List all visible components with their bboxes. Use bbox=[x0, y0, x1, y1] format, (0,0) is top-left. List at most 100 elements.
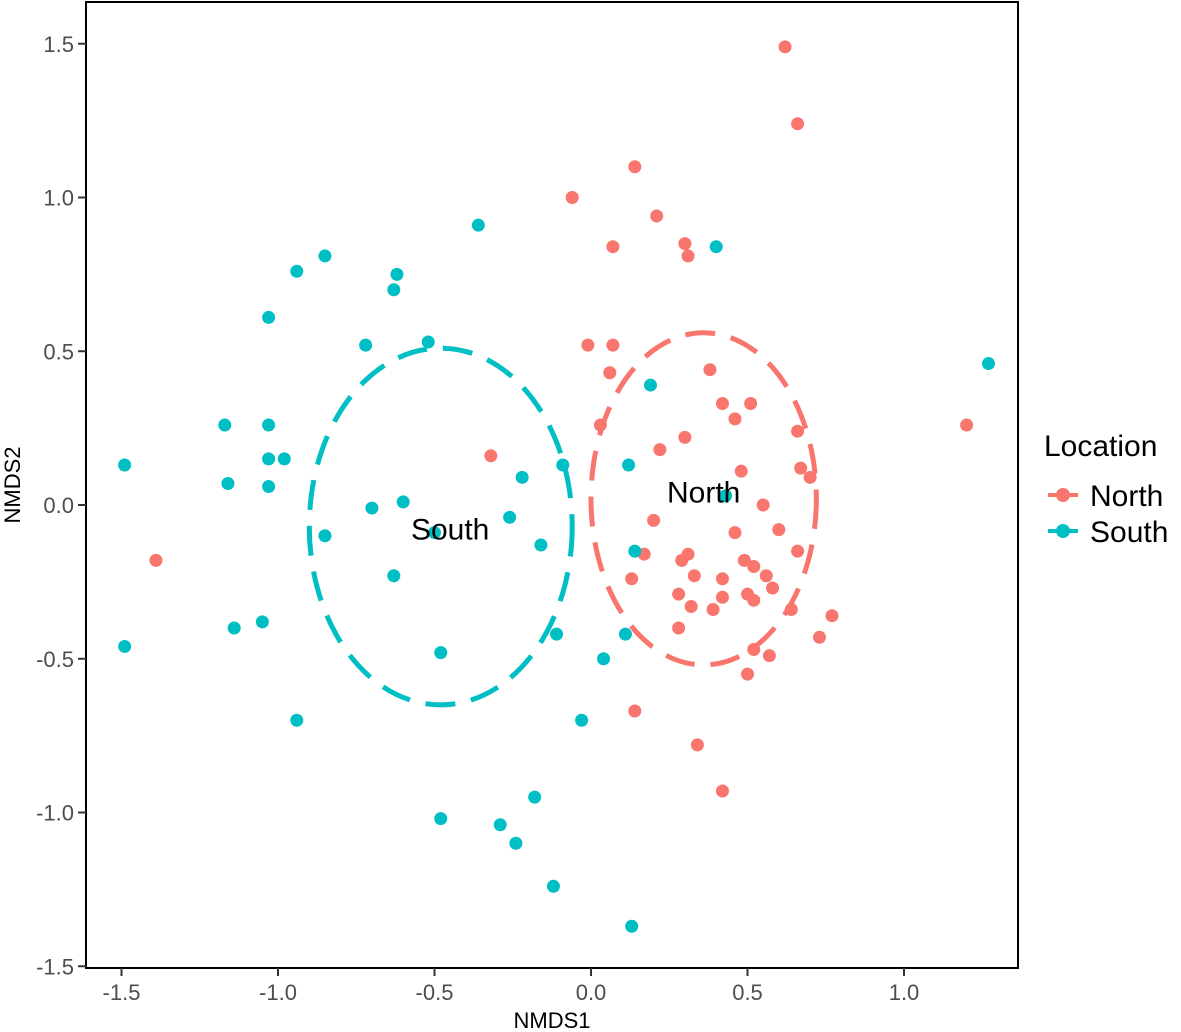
data-point-north bbox=[706, 603, 720, 617]
data-point-north bbox=[681, 249, 695, 263]
data-point-north bbox=[715, 397, 729, 411]
y-axis: -1.5 -1.0 -0.5 0.0 0.5 1.0 1.5 bbox=[36, 32, 86, 979]
group-labels-layer: North South bbox=[411, 477, 740, 547]
data-point-south bbox=[218, 418, 232, 432]
data-point-south bbox=[262, 310, 276, 324]
data-point-south bbox=[534, 538, 548, 552]
data-point-south bbox=[618, 627, 632, 641]
data-point-south bbox=[221, 476, 235, 490]
y-tick-label: 1.5 bbox=[43, 32, 74, 57]
data-point-south bbox=[227, 621, 241, 635]
data-point-north bbox=[794, 461, 808, 475]
data-point-north bbox=[960, 418, 974, 432]
data-point-south bbox=[982, 357, 996, 371]
data-point-north bbox=[625, 572, 639, 586]
data-point-north bbox=[772, 523, 786, 537]
data-point-south bbox=[434, 812, 448, 826]
data-point-north bbox=[747, 560, 761, 573]
data-point-south bbox=[262, 452, 276, 466]
group-label-south: South bbox=[411, 514, 489, 547]
data-point-south bbox=[556, 458, 570, 472]
legend-title: Location bbox=[1044, 430, 1157, 463]
data-point-north bbox=[734, 464, 748, 478]
data-point-north bbox=[484, 449, 498, 463]
data-point-south bbox=[471, 218, 485, 232]
data-point-north bbox=[628, 704, 642, 718]
data-point-north bbox=[715, 572, 729, 586]
data-point-north bbox=[728, 526, 742, 540]
data-point-south bbox=[290, 713, 304, 727]
data-point-north bbox=[715, 590, 729, 604]
data-point-north bbox=[741, 667, 754, 681]
data-point-north bbox=[744, 397, 758, 411]
data-point-north bbox=[703, 363, 717, 377]
data-point-south bbox=[118, 639, 132, 653]
data-point-north bbox=[628, 160, 642, 174]
data-point-north bbox=[581, 338, 595, 352]
data-point-south bbox=[428, 526, 441, 540]
data-point-north bbox=[803, 470, 817, 484]
x-tick-label: -0.5 bbox=[416, 980, 454, 1005]
data-point-north bbox=[715, 784, 729, 798]
data-point-south bbox=[628, 544, 642, 558]
data-point-south bbox=[318, 529, 332, 543]
data-point-south bbox=[546, 879, 560, 893]
data-point-north bbox=[766, 581, 780, 595]
ellipses-layer bbox=[306, 330, 819, 708]
legend-label-north: North bbox=[1090, 480, 1163, 513]
data-point-north bbox=[684, 599, 698, 613]
data-point-north bbox=[728, 412, 742, 426]
data-point-north bbox=[653, 443, 667, 457]
data-point-north bbox=[747, 593, 761, 607]
data-point-north bbox=[606, 240, 620, 254]
group-label-north: North bbox=[667, 477, 740, 510]
data-point-north bbox=[747, 643, 761, 657]
data-point-south bbox=[421, 335, 435, 349]
data-point-north bbox=[606, 338, 620, 352]
data-point-south bbox=[255, 615, 269, 629]
data-point-south bbox=[290, 264, 304, 278]
data-point-north bbox=[737, 553, 751, 567]
data-point-south bbox=[719, 489, 733, 503]
y-tick-label: 1.0 bbox=[43, 186, 74, 211]
data-point-south bbox=[434, 646, 448, 660]
x-tick-label: -1.0 bbox=[259, 980, 297, 1005]
data-point-north bbox=[678, 430, 692, 444]
data-point-north bbox=[675, 553, 689, 567]
data-point-south bbox=[515, 470, 529, 484]
data-point-north bbox=[825, 609, 839, 623]
data-point-south bbox=[365, 501, 379, 515]
data-point-south bbox=[643, 378, 657, 392]
data-point-south bbox=[622, 458, 636, 472]
data-point-south bbox=[396, 495, 410, 509]
data-point-south bbox=[503, 510, 517, 524]
data-point-north bbox=[690, 738, 704, 752]
x-axis: -1.5 -1.0 -0.5 0.0 0.5 1.0 bbox=[103, 968, 920, 1005]
data-point-south bbox=[262, 480, 276, 494]
y-axis-title: NMDS2 bbox=[0, 446, 25, 523]
x-tick-label: 0.5 bbox=[732, 980, 763, 1005]
legend-label-south: South bbox=[1090, 516, 1168, 549]
data-point-south bbox=[709, 240, 723, 254]
data-point-north bbox=[565, 191, 579, 204]
plot-panel-border bbox=[85, 1, 1019, 969]
x-axis-title: NMDS1 bbox=[513, 1008, 590, 1032]
y-tick-label: -1.0 bbox=[36, 801, 74, 826]
legend-key-south bbox=[1048, 524, 1078, 538]
data-point-south bbox=[390, 267, 404, 281]
data-point-north bbox=[672, 621, 686, 635]
x-tick-label: -1.5 bbox=[103, 980, 141, 1005]
points-layer bbox=[118, 40, 996, 933]
confidence-ellipse-south bbox=[306, 345, 575, 708]
y-tick-label: 0.0 bbox=[43, 493, 74, 518]
data-point-north bbox=[791, 424, 805, 438]
data-point-north bbox=[149, 553, 163, 567]
data-point-south bbox=[359, 338, 373, 352]
y-tick-label: -0.5 bbox=[36, 647, 74, 672]
x-tick-label: 1.0 bbox=[889, 980, 920, 1005]
data-point-north bbox=[687, 569, 701, 583]
data-point-north bbox=[672, 587, 686, 601]
data-point-north bbox=[812, 630, 826, 644]
data-point-north bbox=[678, 237, 692, 251]
